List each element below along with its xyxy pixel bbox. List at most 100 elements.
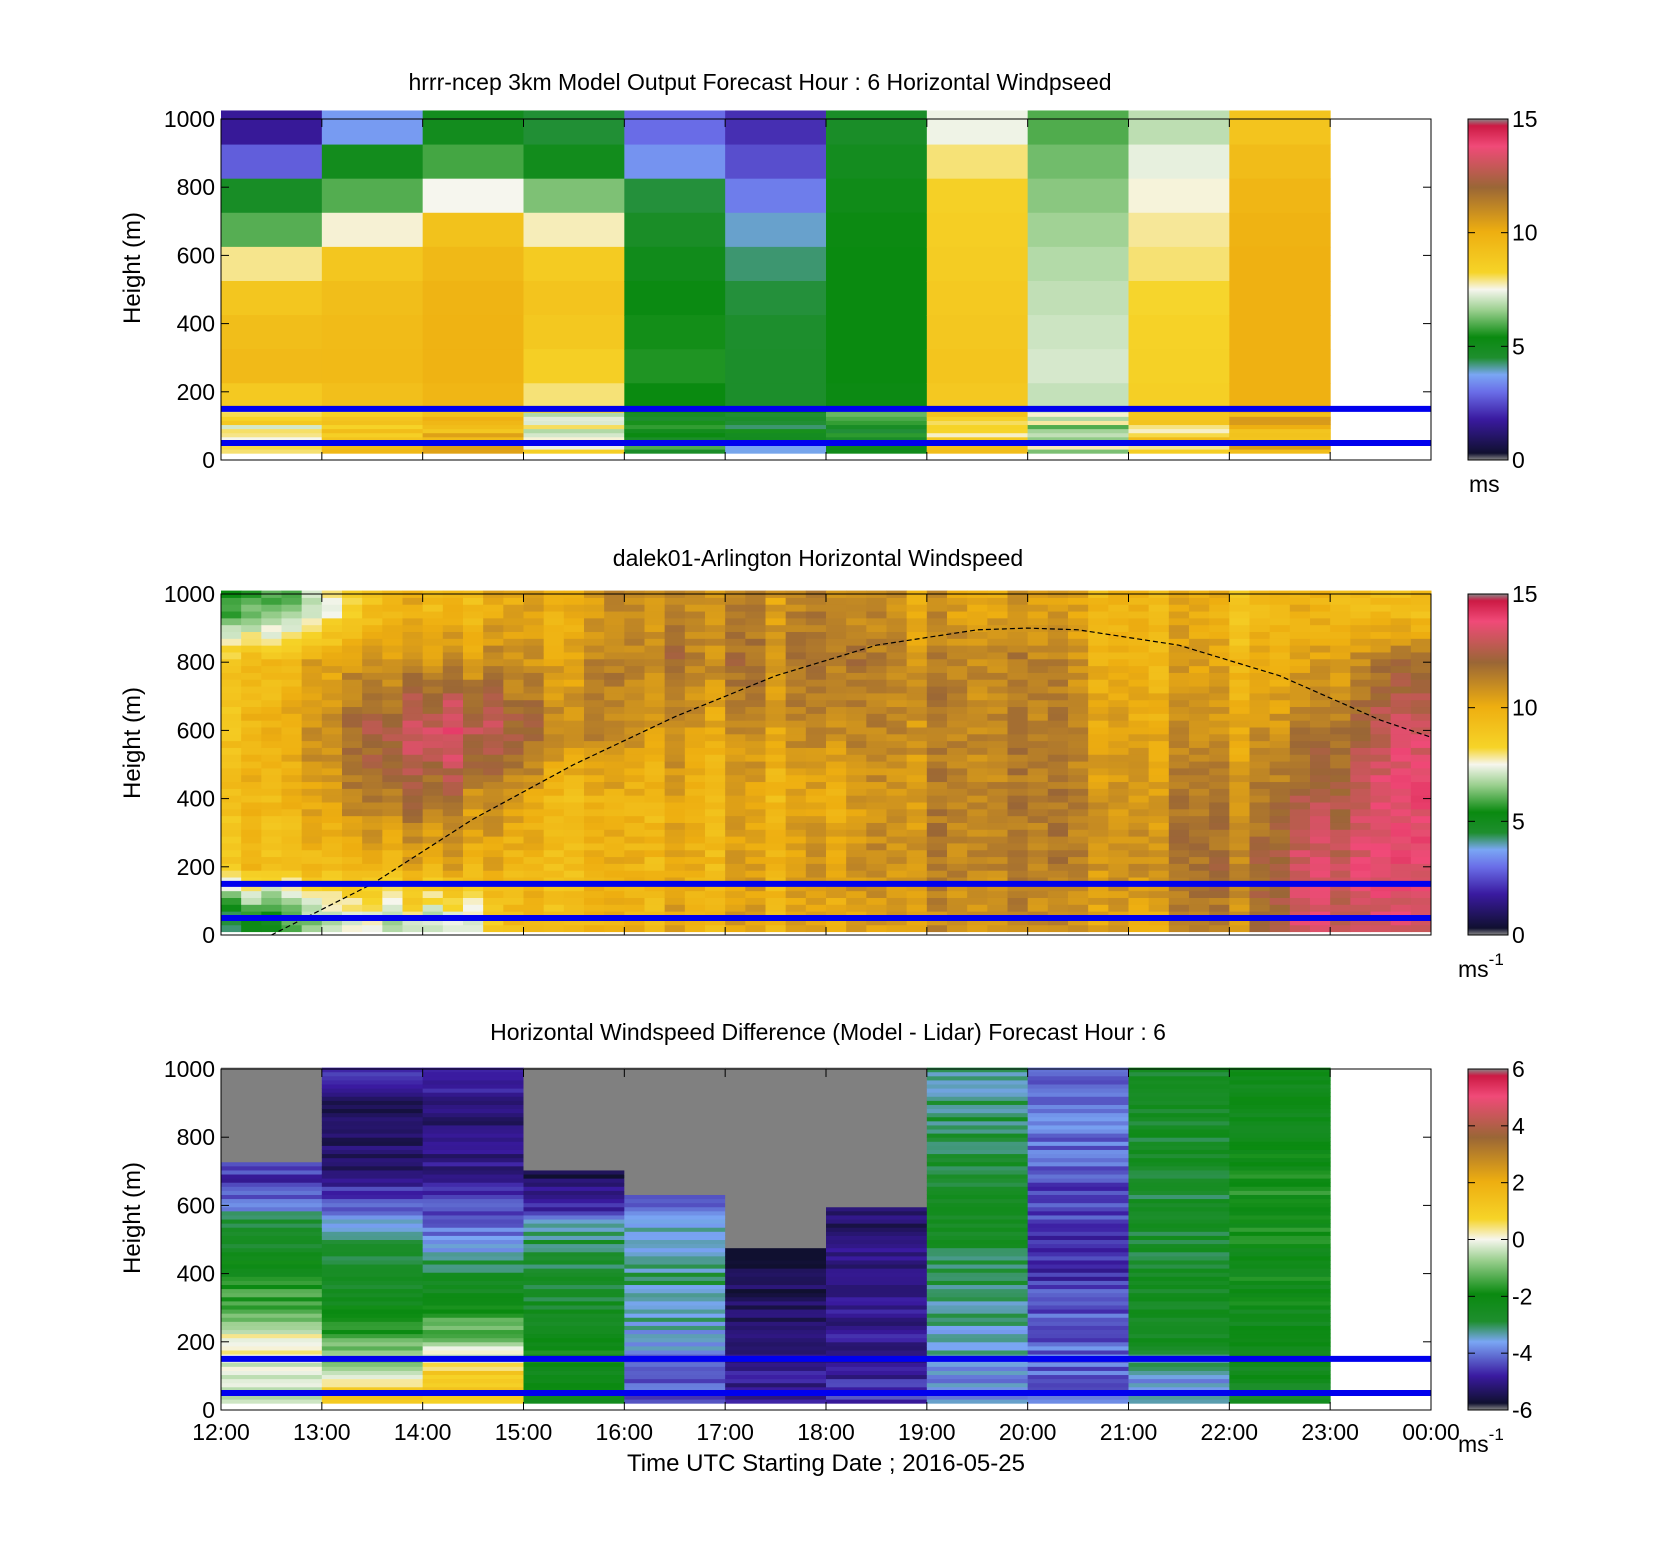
heatmap-cell (1269, 870, 1291, 878)
heatmap-cell (926, 856, 948, 864)
heatmap-cell (422, 1341, 524, 1347)
heatmap-cell (1148, 849, 1170, 858)
heatmap-cell (1350, 645, 1371, 653)
heatmap-cell (926, 692, 948, 701)
heatmap-cell (1269, 767, 1291, 776)
heatmap-cell (483, 706, 504, 714)
heatmap-cell (1027, 692, 1049, 701)
heatmap-cell (906, 808, 928, 817)
heatmap-cell (705, 897, 726, 905)
heatmap-cell (523, 1116, 625, 1122)
heatmap-cell (321, 1272, 424, 1277)
heatmap-cell (1128, 1145, 1230, 1150)
heatmap-cell (1310, 631, 1331, 639)
heatmap-cell (624, 416, 726, 421)
heatmap-cell (1128, 747, 1150, 755)
heatmap-cell (1350, 849, 1371, 858)
heatmap-cell (422, 1378, 524, 1384)
heatmap-cell (483, 815, 504, 823)
heatmap-cell (1330, 699, 1351, 708)
heatmap-cell (221, 815, 242, 823)
heatmap-cell (1027, 883, 1049, 892)
heatmap-cell (382, 733, 403, 742)
heatmap-cell (1007, 842, 1029, 851)
heatmap-cell (261, 917, 282, 926)
heatmap-cell (624, 1325, 726, 1331)
heatmap-cell (422, 349, 524, 384)
heatmap-cell (1047, 822, 1069, 830)
heatmap-cell (422, 246, 524, 282)
heatmap-cell (1027, 1088, 1129, 1093)
heatmap-cell (1350, 706, 1371, 714)
heatmap-cell (785, 822, 807, 830)
heatmap-cell (826, 1333, 928, 1339)
heatmap-cell (1148, 726, 1170, 735)
heatmap-cell (1168, 699, 1190, 708)
heatmap-cell (604, 638, 625, 646)
heatmap-cell (321, 658, 343, 667)
heatmap-cell (1148, 740, 1170, 748)
heatmap-cell (1249, 802, 1271, 810)
x-tick-label: 21:00 (1100, 1419, 1158, 1445)
heatmap-cell (725, 692, 746, 701)
heatmap-cell (967, 672, 988, 680)
heatmap-cell (725, 917, 746, 926)
heatmap-cell (1168, 611, 1190, 619)
heatmap-cell (342, 849, 363, 858)
heatmap-cell (1209, 645, 1230, 653)
heatmap-cell (221, 1329, 323, 1335)
heatmap-cell (805, 822, 827, 830)
heatmap-cell (826, 1223, 928, 1228)
heatmap-cell (846, 617, 867, 626)
heatmap-cell (442, 665, 464, 673)
heatmap-cell (1148, 883, 1170, 892)
heatmap-cell (1410, 672, 1432, 680)
heatmap-cell (906, 911, 928, 919)
heatmap-cell (1108, 911, 1129, 919)
heatmap-cell (1148, 747, 1170, 755)
heatmap-cell (967, 645, 988, 653)
heatmap-cell (422, 651, 444, 660)
heatmap-cell (321, 1071, 424, 1077)
heatmap-cell (1027, 1141, 1129, 1146)
heatmap-cell (422, 686, 444, 694)
heatmap-cell (866, 754, 887, 762)
heatmap-cell (1209, 856, 1230, 864)
heatmap-cell (1310, 911, 1331, 919)
heatmap-cells (221, 1067, 1331, 1404)
heatmap-cell (422, 890, 444, 898)
heatmap-cell (503, 911, 524, 919)
heatmap-cell (886, 849, 908, 858)
heatmap-cell (382, 802, 403, 810)
heatmap-cell (725, 1333, 827, 1339)
heatmap-cell (402, 658, 424, 667)
heatmap-cell (321, 1100, 424, 1105)
heatmap-cell (765, 911, 787, 919)
heatmap-cell (1209, 829, 1230, 837)
heatmap-cell (1209, 631, 1230, 639)
heatmap-cell (422, 917, 444, 926)
heatmap-cell (422, 1386, 524, 1392)
heatmap-cell (725, 1223, 827, 1228)
heatmap-cell (624, 781, 645, 789)
heatmap-cell (342, 924, 363, 933)
heatmap-cell (826, 349, 928, 384)
y-tick-label: 0 (202, 447, 215, 473)
heatmap-cell (906, 597, 928, 605)
heatmap-cell (1310, 904, 1331, 912)
heatmap-cell (1068, 726, 1089, 735)
heatmap-cell (785, 706, 807, 714)
heatmap-cell (1269, 686, 1291, 694)
heatmap-cell (1289, 911, 1311, 919)
heatmap-cell (1370, 761, 1392, 769)
heatmap-cell (805, 645, 827, 653)
heatmap-cell (1249, 897, 1271, 905)
heatmap-cell (442, 617, 464, 626)
heatmap-cell (1128, 1349, 1230, 1355)
heatmap-cell (947, 911, 968, 919)
heatmap-cell (523, 1071, 625, 1077)
heatmap-cell (826, 416, 928, 421)
heatmap-cell (765, 870, 787, 878)
heatmap-cell (321, 604, 343, 612)
heatmap-cell (1128, 1386, 1230, 1392)
